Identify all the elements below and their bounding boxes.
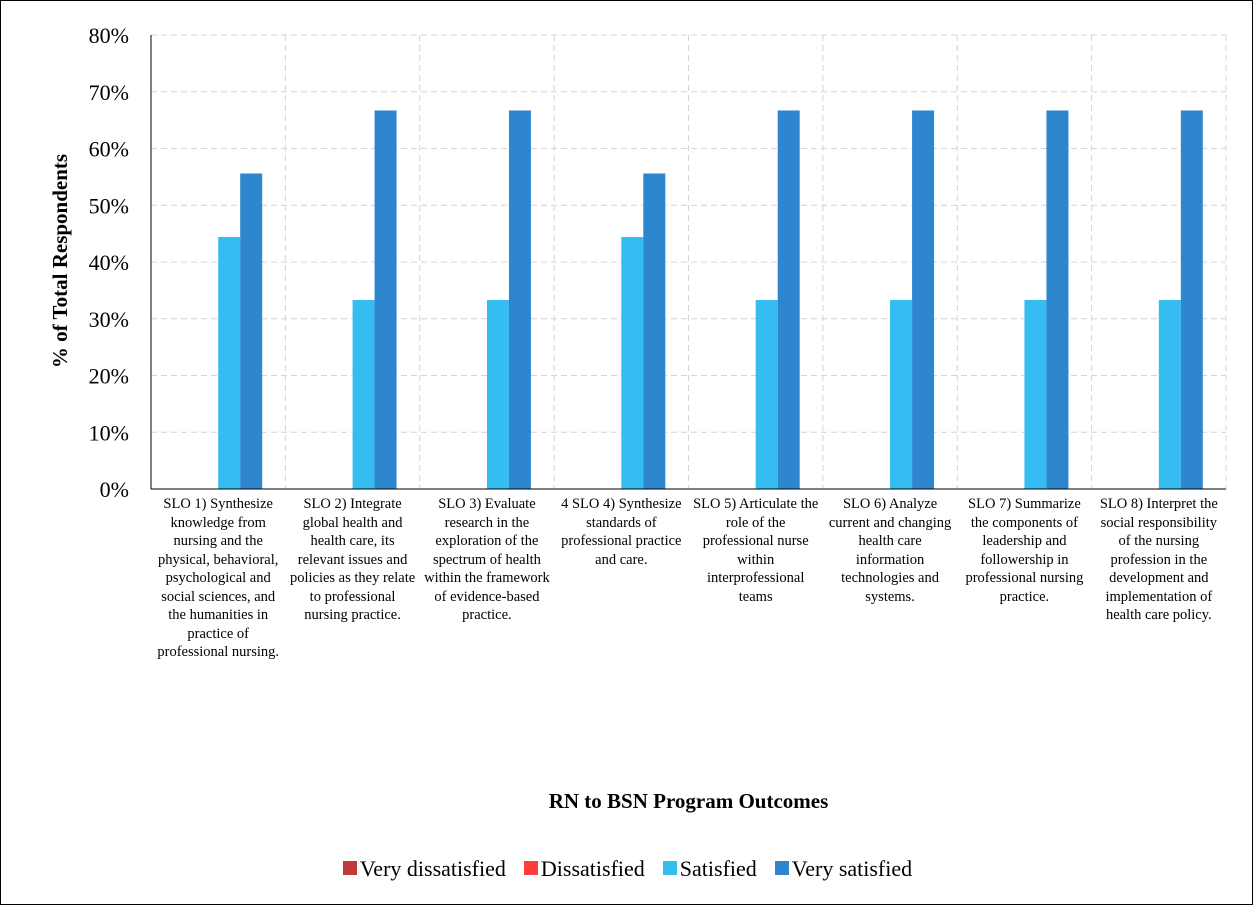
y-axis-title: % of Total Respondents — [48, 154, 72, 368]
x-tick-label: SLO 1) Synthesize knowledge from nursing… — [157, 496, 279, 660]
y-tick-label: 20% — [89, 364, 129, 389]
y-tick-label: 50% — [89, 193, 129, 218]
legend-swatch — [662, 861, 677, 875]
x-tick-label: SLO 3) Evaluate research in the explorat… — [424, 496, 550, 623]
bar-satisfied — [1158, 300, 1181, 489]
y-tick-label: 10% — [89, 420, 129, 445]
legend-label: Very satisfied — [791, 856, 913, 881]
x-tick-label: SLO 6) Analyze current and changing heal… — [828, 496, 952, 605]
x-tick-label: SLO 7) Summarize the components of leade… — [965, 496, 1084, 605]
bar-very-satisfied — [374, 110, 397, 489]
y-tick-label: 70% — [89, 80, 129, 105]
x-tick-label: SLO 2) Integrate global health and healt… — [289, 496, 416, 623]
x-tick-label: SLO 5) Articulate the role of the profes… — [693, 496, 819, 605]
legend: Very dissatisfied Dissatisfied Satisfied Ve… — [1, 856, 1253, 882]
y-tick-label: 80% — [89, 23, 129, 48]
legend-item: Very satisfied — [774, 856, 913, 882]
bar-very-satisfied — [643, 173, 666, 489]
bar-very-satisfied — [1046, 110, 1069, 489]
bar-very-satisfied — [508, 110, 531, 489]
y-tick-label: 0% — [100, 477, 129, 502]
legend-item: Very dissatisfied — [342, 856, 506, 882]
x-tick-label: SLO 8) Interpret the social responsibili… — [1099, 496, 1218, 623]
legend-item: Satisfied — [662, 856, 757, 882]
y-tick-label: 60% — [89, 137, 129, 162]
y-tick-label: 40% — [89, 250, 129, 275]
bar-satisfied — [486, 300, 509, 489]
legend-swatch — [523, 861, 538, 875]
bar-very-satisfied — [1180, 110, 1203, 489]
bar-satisfied — [352, 300, 375, 489]
legend-label: Very dissatisfied — [359, 856, 506, 881]
bar-very-satisfied — [240, 173, 263, 489]
bar-satisfied — [621, 237, 644, 489]
bar-satisfied — [218, 237, 241, 489]
y-tick-label: 30% — [89, 307, 129, 332]
bar-satisfied — [890, 300, 913, 489]
legend-item: Dissatisfied — [523, 856, 645, 882]
x-tick-label: 4 SLO 4) Synthesize standards of profess… — [561, 496, 682, 568]
legend-swatch — [774, 861, 789, 875]
bar-satisfied — [1024, 300, 1047, 489]
legend-label: Dissatisfied — [540, 856, 645, 881]
bar-very-satisfied — [777, 110, 800, 489]
legend-label: Satisfied — [679, 856, 757, 881]
x-axis-title: RN to BSN Program Outcomes — [548, 789, 829, 813]
bar-satisfied — [755, 300, 778, 489]
bar-very-satisfied — [912, 110, 935, 489]
legend-swatch — [342, 861, 357, 875]
